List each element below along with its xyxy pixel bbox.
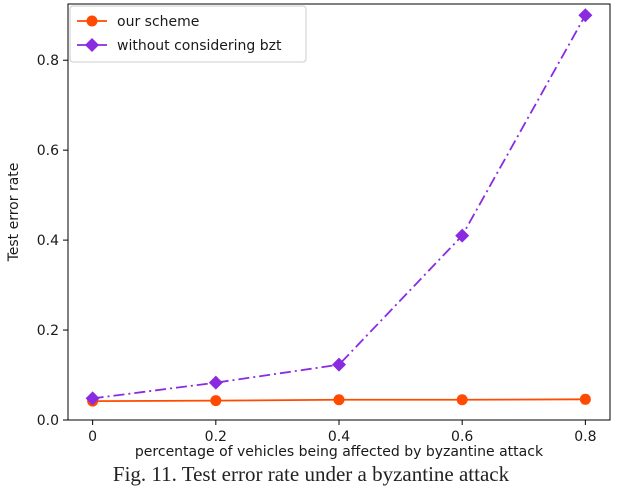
- y-tick-label: 0.0: [37, 413, 59, 429]
- y-tick-label: 0.4: [37, 233, 59, 249]
- data-point: [579, 393, 591, 405]
- x-axis-ticks: 0 0.2 0.4 0.6 0.8: [88, 420, 596, 445]
- data-point: [332, 357, 346, 372]
- series-0: [87, 393, 591, 407]
- line-chart: 0 0.2 0.4 0.6 0.8 0.0 0.2 0.4 0.6 0.8 percentage…: [6, 3, 611, 460]
- x-tick-label: 0.8: [574, 429, 596, 445]
- legend-label: without considering bzt: [117, 38, 282, 54]
- x-tick-label: 0.2: [205, 429, 227, 445]
- y-tick-label: 0.6: [37, 143, 59, 159]
- x-tick-label: 0.4: [328, 429, 350, 445]
- series-layer: [85, 8, 593, 407]
- figure-caption: Fig. 11. Test error rate under a byzanti…: [112, 462, 510, 486]
- x-tick-label: 0: [88, 429, 97, 445]
- y-axis-label: Test error rate: [6, 163, 22, 263]
- y-axis-ticks: 0.0 0.2 0.4 0.6 0.8: [37, 53, 68, 429]
- data-point: [578, 8, 593, 23]
- data-point: [208, 375, 223, 390]
- data-point: [455, 228, 470, 243]
- legend: our scheme without considering bzt: [69, 5, 307, 63]
- x-axis-label: percentage of vehicles being affected by…: [135, 444, 544, 460]
- data-point: [456, 394, 468, 406]
- data-point: [85, 391, 100, 406]
- legend-marker: [86, 15, 98, 27]
- legend-box: [69, 5, 307, 63]
- data-point: [210, 395, 222, 407]
- legend-marker: [85, 38, 99, 52]
- plot-area-border: [67, 3, 611, 421]
- legend-label: our scheme: [117, 14, 199, 30]
- plot-frame: [67, 3, 611, 421]
- y-tick-label: 0.2: [37, 323, 59, 339]
- series-1: [85, 8, 593, 406]
- y-tick-label: 0.8: [37, 53, 59, 69]
- series-line: [92, 14, 587, 400]
- data-point: [333, 394, 345, 406]
- x-tick-label: 0.6: [451, 429, 473, 445]
